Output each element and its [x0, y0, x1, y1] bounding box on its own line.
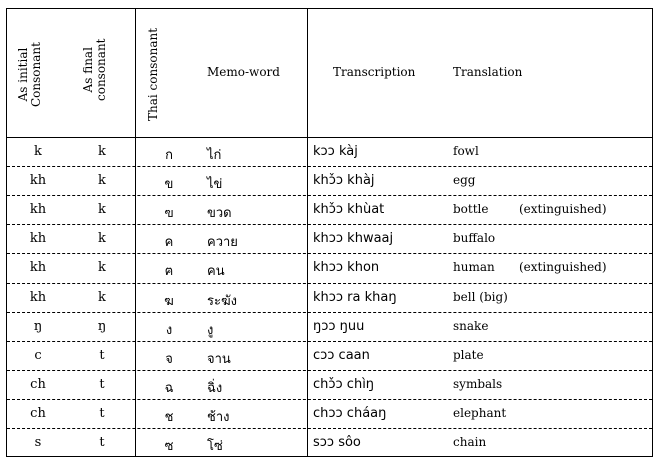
cell-transcription: khɔ̌ɔ khàj — [313, 173, 375, 189]
cell-final: k — [98, 231, 106, 247]
cell-translation: snake — [453, 318, 489, 333]
cell-thai-consonant: ซ — [164, 439, 174, 454]
cell-thai-consonant: ก — [165, 148, 173, 163]
cell-translation: buffalo — [453, 231, 496, 246]
cell-initial: kh — [29, 260, 47, 276]
row-divider — [7, 195, 652, 197]
cell-transcription: cɔɔ caan — [313, 347, 370, 363]
cell-thai-consonant: ค — [164, 235, 174, 251]
cell-transcription: kɔɔ kàj — [313, 144, 358, 159]
row-divider — [7, 253, 652, 255]
cell-final: k — [98, 173, 106, 189]
column-divider — [135, 9, 136, 456]
cell-memo-word: ช้าง — [207, 409, 230, 425]
cell-translation: egg — [453, 173, 476, 188]
cell-memo-word: ขวด — [207, 206, 232, 222]
cell-transcription: chɔ̌ɔ chìŋ — [313, 376, 375, 392]
row-divider — [7, 311, 652, 313]
cell-transcription: khɔɔ khwaaj — [313, 231, 394, 247]
cell-note: (extinguished) — [519, 260, 607, 275]
cell-transcription: khɔ̌ɔ khùat — [313, 202, 385, 218]
cell-transcription: khɔɔ khon — [313, 260, 380, 276]
cell-thai-consonant: ฆ — [164, 293, 174, 309]
cell-transcription: ŋɔɔ ŋuu — [313, 318, 365, 334]
cell-final: k — [98, 289, 106, 305]
cell-final: k — [98, 144, 106, 159]
row-divider — [7, 282, 652, 284]
header-transcription: Transcription — [333, 65, 416, 79]
cell-final: k — [98, 260, 106, 276]
cell-memo-word: ไก่ — [207, 148, 222, 163]
cell-initial: kh — [29, 202, 47, 218]
cell-thai-consonant: ง — [165, 322, 173, 338]
cell-final: ŋ — [97, 318, 107, 334]
cell-initial: ŋ — [33, 318, 43, 334]
cell-initial: ch — [30, 376, 46, 392]
cell-thai-consonant: ฅ — [164, 264, 174, 280]
cell-memo-word: จาน — [207, 351, 231, 367]
row-divider — [7, 398, 652, 400]
header-as-final: As final consonant — [81, 38, 108, 102]
cell-translation: bottle — [453, 202, 489, 217]
cell-thai-consonant: ข — [164, 177, 174, 193]
header-as-initial: As initial Consonant — [16, 42, 43, 107]
cell-translation: bell (big) — [453, 289, 508, 304]
cell-note: (extinguished) — [519, 202, 607, 217]
row-divider — [7, 166, 652, 168]
cell-final: k — [98, 202, 106, 218]
cell-translation: elephant — [453, 405, 507, 420]
header-memo-word: Memo-word — [207, 65, 280, 79]
consonant-table: As initial Consonant As final consonant … — [6, 8, 653, 457]
cell-initial: kh — [29, 289, 47, 305]
cell-initial: k — [34, 144, 42, 159]
cell-thai-consonant: ช — [164, 409, 174, 425]
cell-translation: symbals — [453, 376, 503, 391]
cell-translation: human — [453, 260, 495, 275]
cell-final: t — [99, 347, 105, 363]
cell-memo-word: โซ่ — [207, 439, 223, 454]
cell-final: t — [99, 376, 105, 392]
header-thai-consonant: Thai consonant — [146, 27, 160, 121]
cell-thai-consonant: ฉ — [164, 380, 174, 396]
cell-transcription: khɔɔ ra khaŋ — [313, 289, 397, 305]
cell-memo-word: ไข่ — [207, 177, 223, 193]
cell-memo-word: คน — [207, 264, 225, 280]
cell-initial: c — [34, 347, 42, 363]
cell-transcription: sɔɔ sôo — [313, 435, 361, 450]
cell-final: t — [99, 405, 105, 421]
cell-translation: fowl — [453, 144, 479, 158]
cell-memo-word: งู — [207, 322, 214, 338]
cell-initial: kh — [29, 231, 47, 247]
cell-transcription: chɔɔ cháaŋ — [313, 405, 387, 421]
cell-final: t — [99, 435, 105, 450]
row-divider — [7, 340, 652, 342]
cell-initial: s — [34, 435, 42, 450]
row-divider — [7, 224, 652, 226]
cell-memo-word: ฉิ่ง — [207, 380, 223, 396]
cell-thai-consonant: ฃ — [164, 206, 174, 222]
row-divider — [7, 428, 652, 429]
header-divider — [7, 137, 652, 138]
cell-translation: chain — [453, 435, 487, 449]
cell-memo-word: ระฆัง — [207, 293, 237, 309]
cell-thai-consonant: จ — [165, 351, 173, 367]
row-divider — [7, 369, 652, 371]
header-translation: Translation — [453, 65, 523, 79]
column-divider — [307, 9, 308, 456]
cell-initial: kh — [29, 173, 47, 189]
cell-memo-word: ควาย — [207, 235, 238, 251]
cell-translation: plate — [453, 347, 484, 362]
cell-initial: ch — [30, 405, 46, 421]
